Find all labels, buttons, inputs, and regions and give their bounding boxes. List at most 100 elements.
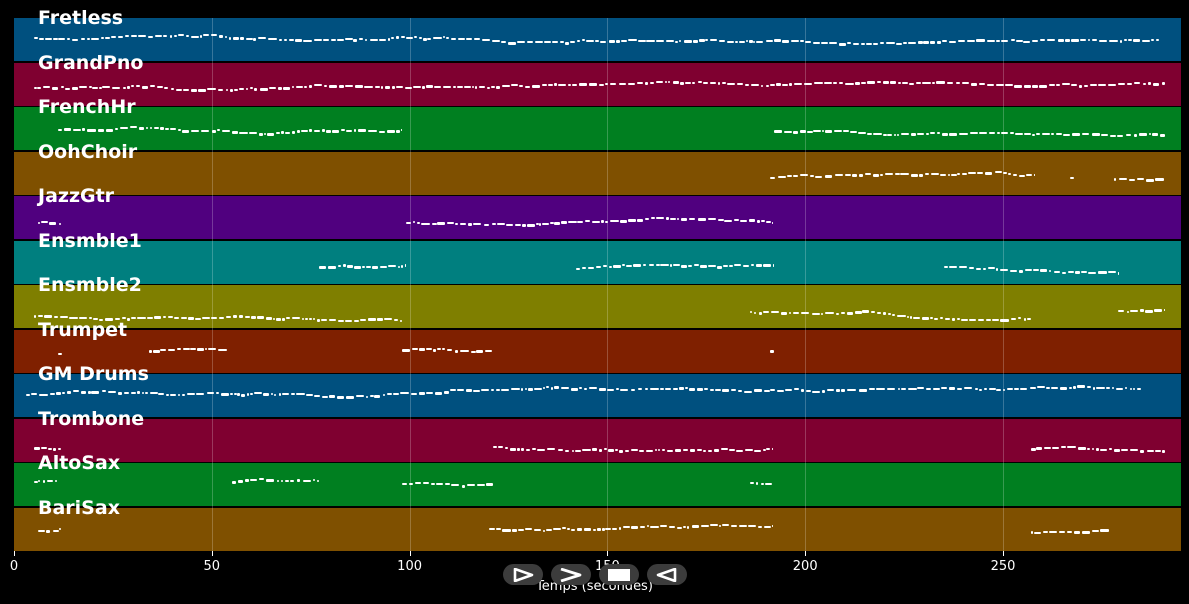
note [847,388,857,391]
note [1034,531,1041,534]
note [216,392,219,395]
note [519,84,524,87]
note [944,317,950,320]
note [893,133,896,136]
note [1091,39,1098,41]
note [284,479,289,482]
note [496,223,505,226]
note [207,87,216,90]
note [217,88,224,91]
note [925,387,931,390]
note [291,131,296,135]
note [249,87,253,90]
note [524,85,530,88]
note [645,449,654,452]
note [54,480,58,483]
note [721,82,727,85]
note [136,84,140,87]
note [137,391,141,395]
note [821,130,824,133]
note [1087,386,1091,388]
note [1077,447,1086,451]
note [129,126,137,129]
note [370,395,374,398]
note [88,390,91,394]
note [872,173,879,177]
note [422,482,429,485]
note [600,40,607,43]
note [257,316,265,320]
note [589,387,598,390]
note [650,525,659,528]
note [206,392,215,395]
play-button[interactable] [503,564,543,585]
note [561,527,567,530]
note [33,87,37,90]
note [908,83,914,85]
note [648,263,654,266]
note [180,316,188,319]
note [127,86,130,89]
note [245,88,249,91]
note [501,40,506,43]
note [995,268,999,272]
note [900,388,906,391]
note [1129,310,1139,313]
fast-forward-button[interactable] [551,564,591,585]
note [921,317,930,321]
note [37,315,43,318]
note [660,264,670,267]
note [749,482,754,485]
track-grandpno: GrandPno [14,53,1181,106]
note [911,174,918,178]
note [1005,83,1014,86]
note [511,529,517,533]
note [976,38,986,42]
stop-button[interactable] [599,564,639,585]
rewind-button[interactable] [647,564,687,585]
note [800,312,810,315]
note [337,319,344,322]
note [1034,174,1035,177]
note [907,388,917,391]
note [776,389,784,392]
note [792,311,800,314]
note [411,392,417,395]
note [345,85,353,87]
note [487,86,490,89]
note [491,86,496,88]
note [575,267,581,270]
note [320,318,328,321]
note [791,39,799,42]
note [484,349,492,352]
note [911,132,916,136]
note [673,387,679,390]
note [329,395,336,398]
note [313,83,323,86]
note [170,88,175,91]
note [1164,309,1166,312]
note [457,86,463,89]
note [509,447,516,451]
note [156,86,163,89]
note [296,86,304,89]
note [341,129,346,132]
note [909,316,913,320]
note [1032,40,1039,42]
note [1032,134,1035,137]
note [1077,385,1085,389]
note [248,131,258,134]
note [102,86,111,89]
note [758,526,762,528]
note [123,392,130,394]
track-label: Ensmble1 [38,230,142,252]
note [321,129,326,132]
note [426,84,434,88]
note [71,38,79,41]
note [400,391,409,394]
note [707,265,716,268]
note [148,349,153,353]
note [1160,134,1166,138]
note [639,525,645,528]
note [720,448,728,451]
